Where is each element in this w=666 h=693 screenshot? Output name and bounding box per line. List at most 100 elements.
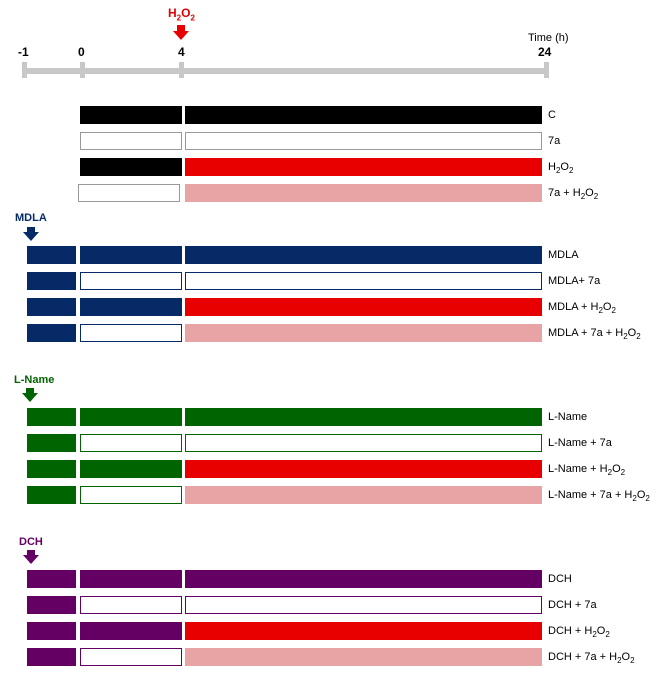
tick-label-4: 4 [178,45,185,59]
row-label-text-o: O [627,327,637,339]
row-label-text-o: O [596,625,606,637]
row-label-control-2: H2O2 [548,161,573,175]
row-label-text: MDLA [548,249,579,261]
dch-arrow-icon [23,550,39,564]
tick-label-24: 24 [538,45,552,59]
row-label-text-o: O [636,489,646,501]
bar-post-mdla-2 [185,298,542,316]
bar-pre-dch-0 [27,570,76,588]
row-label-subscript: 2 [605,630,610,640]
row-label-subscript: 2 [611,306,616,316]
bar-mid-control-2 [80,158,182,176]
tick-label-minus1: -1 [18,45,29,59]
row-label-text: MDLA + 7a + H [548,327,624,339]
row-label-text: MDLA + H [548,301,599,313]
row-label-control-1: 7a [548,135,560,147]
row-label-text: C [548,109,556,121]
bar-post-lname-0 [185,408,542,426]
tick-mark-0 [80,62,85,78]
bar-post-mdla-0 [185,246,542,264]
bar-post-lname-2 [185,460,542,478]
row-label-dch-1: DCH + 7a [548,599,597,611]
row-label-lname-2: L-Name + H2O2 [548,463,625,477]
row-label-subscript: 2 [620,468,626,478]
bar-mid-mdla-3 [80,324,182,342]
bar-mid-dch-0 [80,570,182,588]
row-label-dch-2: DCH + H2O2 [548,625,610,639]
bar-pre-dch-1 [27,596,76,614]
bar-pre-dch-3 [27,648,76,666]
bar-pre-lname-2 [27,460,76,478]
bar-pre-lname-3 [27,486,76,504]
bar-pre-mdla-1 [27,272,76,290]
row-label-text-o: O [621,651,631,663]
bar-mid-mdla-2 [80,298,182,316]
bar-mid-lname-3 [80,486,182,504]
bar-mid-lname-2 [80,460,182,478]
row-label-subscript: 2 [598,306,603,316]
row-label-text: DCH [548,573,572,585]
row-label-mdla-0: MDLA [548,249,579,261]
bar-pre-mdla-3 [27,324,76,342]
bar-post-control-0 [185,106,542,124]
row-label-text: L-Name + 7a [548,437,612,449]
bar-post-dch-0 [185,570,542,588]
bar-post-control-1 [185,132,542,150]
bar-mid-dch-3 [80,648,182,666]
bar-post-mdla-3 [185,324,542,342]
tick-mark-24 [544,62,549,78]
group-label-lname: L-Name [14,374,55,386]
row-label-text: 7a [548,135,561,147]
row-label-text: L-Name [548,411,588,423]
row-label-text: DCH + 7a + H [548,651,618,663]
row-label-subscript: 2 [632,494,637,504]
row-label-mdla-3: MDLA + 7a + H2O2 [548,327,641,341]
row-label-subscript: 2 [592,630,597,640]
bar-post-dch-3 [185,648,542,666]
row-label-text: L-Name + H [548,463,608,475]
row-label-dch-0: DCH [548,573,572,585]
row-label-control-3: 7a + H2O2 [548,187,598,201]
h2o2-marker-label: H2O2 [168,6,195,23]
bar-post-lname-1 [185,434,542,452]
row-label-mdla-2: MDLA + H2O2 [548,301,616,315]
row-label-subscript: 2 [568,166,574,176]
row-label-subscript: 2 [623,332,628,342]
row-label-mdla-1: MDLA+ 7a [548,275,600,287]
bar-pre-mdla-2 [27,298,76,316]
row-label-text: H [548,161,556,173]
row-label-subscript: 2 [630,656,635,666]
bar-mid-dch-2 [80,622,182,640]
row-label-text: 7a + H [548,187,581,199]
bar-mid-control-1 [80,132,182,150]
row-label-lname-0: L-Name [548,411,587,423]
group-label-mdla: MDLA [15,212,47,224]
row-label-control-0: C [548,109,556,121]
bar-pre-mdla-0 [27,246,76,264]
bar-post-control-2 [185,158,542,176]
row-label-text-o: O [602,301,612,313]
row-label-text-o: O [560,161,569,173]
row-label-text: DCH + H [548,625,593,637]
timeline: H2O2 Time (h) -1 0 4 24 [0,0,666,90]
bar-post-control-3 [185,184,542,202]
row-label-text-o: O [612,463,621,475]
row-label-lname-1: L-Name + 7a [548,437,612,449]
row-label-text: L-Name + 7a + H [548,489,633,501]
bar-pre-lname-1 [27,434,76,452]
row-label-subscript: 2 [645,494,650,504]
row-label-dch-3: DCH + 7a + H2O2 [548,651,635,665]
row-label-subscript: 2 [580,192,586,202]
row-label-subscript: 2 [593,192,599,202]
row-label-text-o: O [585,187,594,199]
mdla-arrow-icon [23,227,39,241]
bar-mid-dch-1 [80,596,182,614]
tick-mark-4 [179,62,184,78]
row-label-subscript: 2 [617,656,622,666]
bar-mid-lname-1 [80,434,182,452]
bar-mid-control-3 [78,184,180,202]
row-label-text: DCH + 7a [548,599,597,611]
row-label-subscript: 2 [607,468,613,478]
bar-post-dch-2 [185,622,542,640]
tick-mark-minus1 [22,62,27,78]
